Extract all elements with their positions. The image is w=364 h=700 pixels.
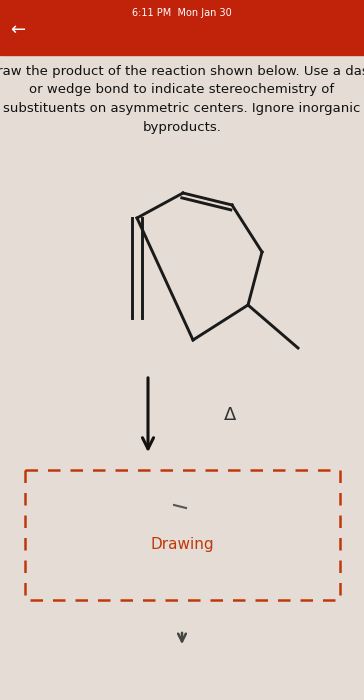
Text: Δ: Δ <box>224 406 236 424</box>
Text: Draw the product of the reaction shown below. Use a dash
or wedge bond to indica: Draw the product of the reaction shown b… <box>0 65 364 134</box>
Text: 6:11 PM  Mon Jan 30: 6:11 PM Mon Jan 30 <box>132 8 232 18</box>
Text: ←: ← <box>11 21 25 39</box>
Text: Drawing: Drawing <box>150 538 214 552</box>
Bar <box>25 470 340 600</box>
Bar <box>0 0 364 55</box>
